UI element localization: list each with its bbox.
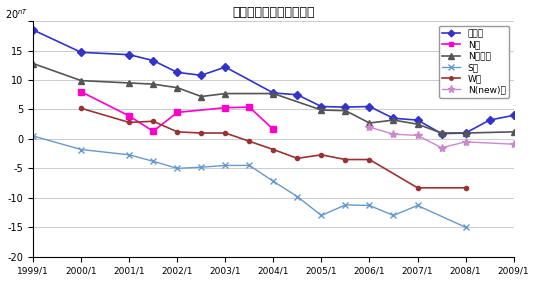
S点: [318, 214, 325, 217]
W点: [174, 130, 180, 133]
N参照点: [414, 123, 421, 126]
N点: [174, 111, 180, 114]
Text: 20$^{nT}$: 20$^{nT}$: [5, 7, 28, 21]
連続点: [510, 114, 517, 117]
W点: [462, 186, 469, 189]
連続点: [414, 118, 421, 122]
Line: 連続点: 連続点: [30, 27, 516, 136]
W点: [414, 186, 421, 189]
連続点: [222, 65, 228, 69]
S点: [198, 166, 204, 169]
連続点: [78, 51, 85, 54]
N参照点: [30, 62, 36, 65]
S点: [78, 148, 85, 151]
W点: [366, 158, 373, 161]
連続点: [294, 93, 301, 96]
S点: [462, 226, 469, 229]
W点: [150, 119, 156, 123]
連続点: [126, 53, 133, 56]
N(new)点: [414, 134, 421, 137]
連続点: [198, 74, 204, 77]
連続点: [150, 59, 156, 62]
W点: [318, 153, 325, 157]
N参照点: [198, 95, 204, 98]
N点: [222, 106, 228, 109]
N参照点: [174, 86, 180, 89]
Line: S点: S点: [29, 133, 469, 231]
N点: [270, 128, 277, 131]
W点: [198, 131, 204, 135]
W点: [342, 158, 349, 161]
N点: [150, 130, 156, 133]
S点: [174, 167, 180, 170]
N参照点: [270, 92, 277, 95]
S点: [150, 160, 156, 163]
連続点: [270, 91, 277, 95]
N参照点: [391, 118, 397, 122]
N参照点: [150, 82, 156, 86]
S点: [294, 195, 301, 198]
N点: [246, 105, 253, 109]
Line: N点: N点: [78, 89, 276, 134]
Title: 全磁力繰り返し観測結果: 全磁力繰り返し観測結果: [232, 6, 315, 19]
連続点: [342, 105, 349, 109]
連続点: [318, 105, 325, 108]
S点: [270, 180, 277, 183]
N参照点: [126, 81, 133, 85]
N参照点: [318, 108, 325, 112]
N参照点: [462, 131, 469, 135]
S点: [366, 204, 373, 207]
N参照点: [342, 109, 349, 112]
W点: [222, 131, 228, 135]
N(new)点: [462, 140, 469, 144]
連続点: [30, 28, 36, 32]
N参照点: [366, 121, 373, 125]
W点: [246, 140, 253, 143]
N参照点: [222, 92, 228, 95]
S点: [30, 134, 36, 138]
W点: [270, 148, 277, 151]
W点: [294, 157, 301, 160]
N(new)点: [366, 125, 373, 129]
N参照点: [78, 79, 85, 82]
S点: [391, 214, 397, 217]
連続点: [438, 132, 445, 135]
W点: [78, 106, 85, 110]
N(new)点: [438, 146, 445, 149]
連続点: [174, 71, 180, 74]
N参照点: [510, 130, 517, 133]
Line: W点: W点: [79, 106, 468, 190]
Legend: 連続点, N点, N参照点, S点, W点, N(new)点: 連続点, N点, N参照点, S点, W点, N(new)点: [439, 26, 509, 98]
S点: [414, 204, 421, 207]
W点: [126, 121, 133, 124]
Line: N参照点: N参照点: [29, 60, 517, 137]
S点: [222, 164, 228, 167]
N(new)点: [391, 133, 397, 136]
連続点: [391, 117, 397, 120]
S点: [126, 153, 133, 157]
S点: [342, 203, 349, 207]
N(new)点: [510, 142, 517, 146]
連続点: [486, 118, 493, 122]
連続点: [366, 105, 373, 108]
N参照点: [438, 131, 445, 135]
N点: [78, 90, 85, 94]
Line: N(new)点: N(new)点: [365, 123, 518, 152]
N点: [126, 114, 133, 118]
S点: [246, 164, 253, 167]
連続点: [462, 131, 469, 135]
